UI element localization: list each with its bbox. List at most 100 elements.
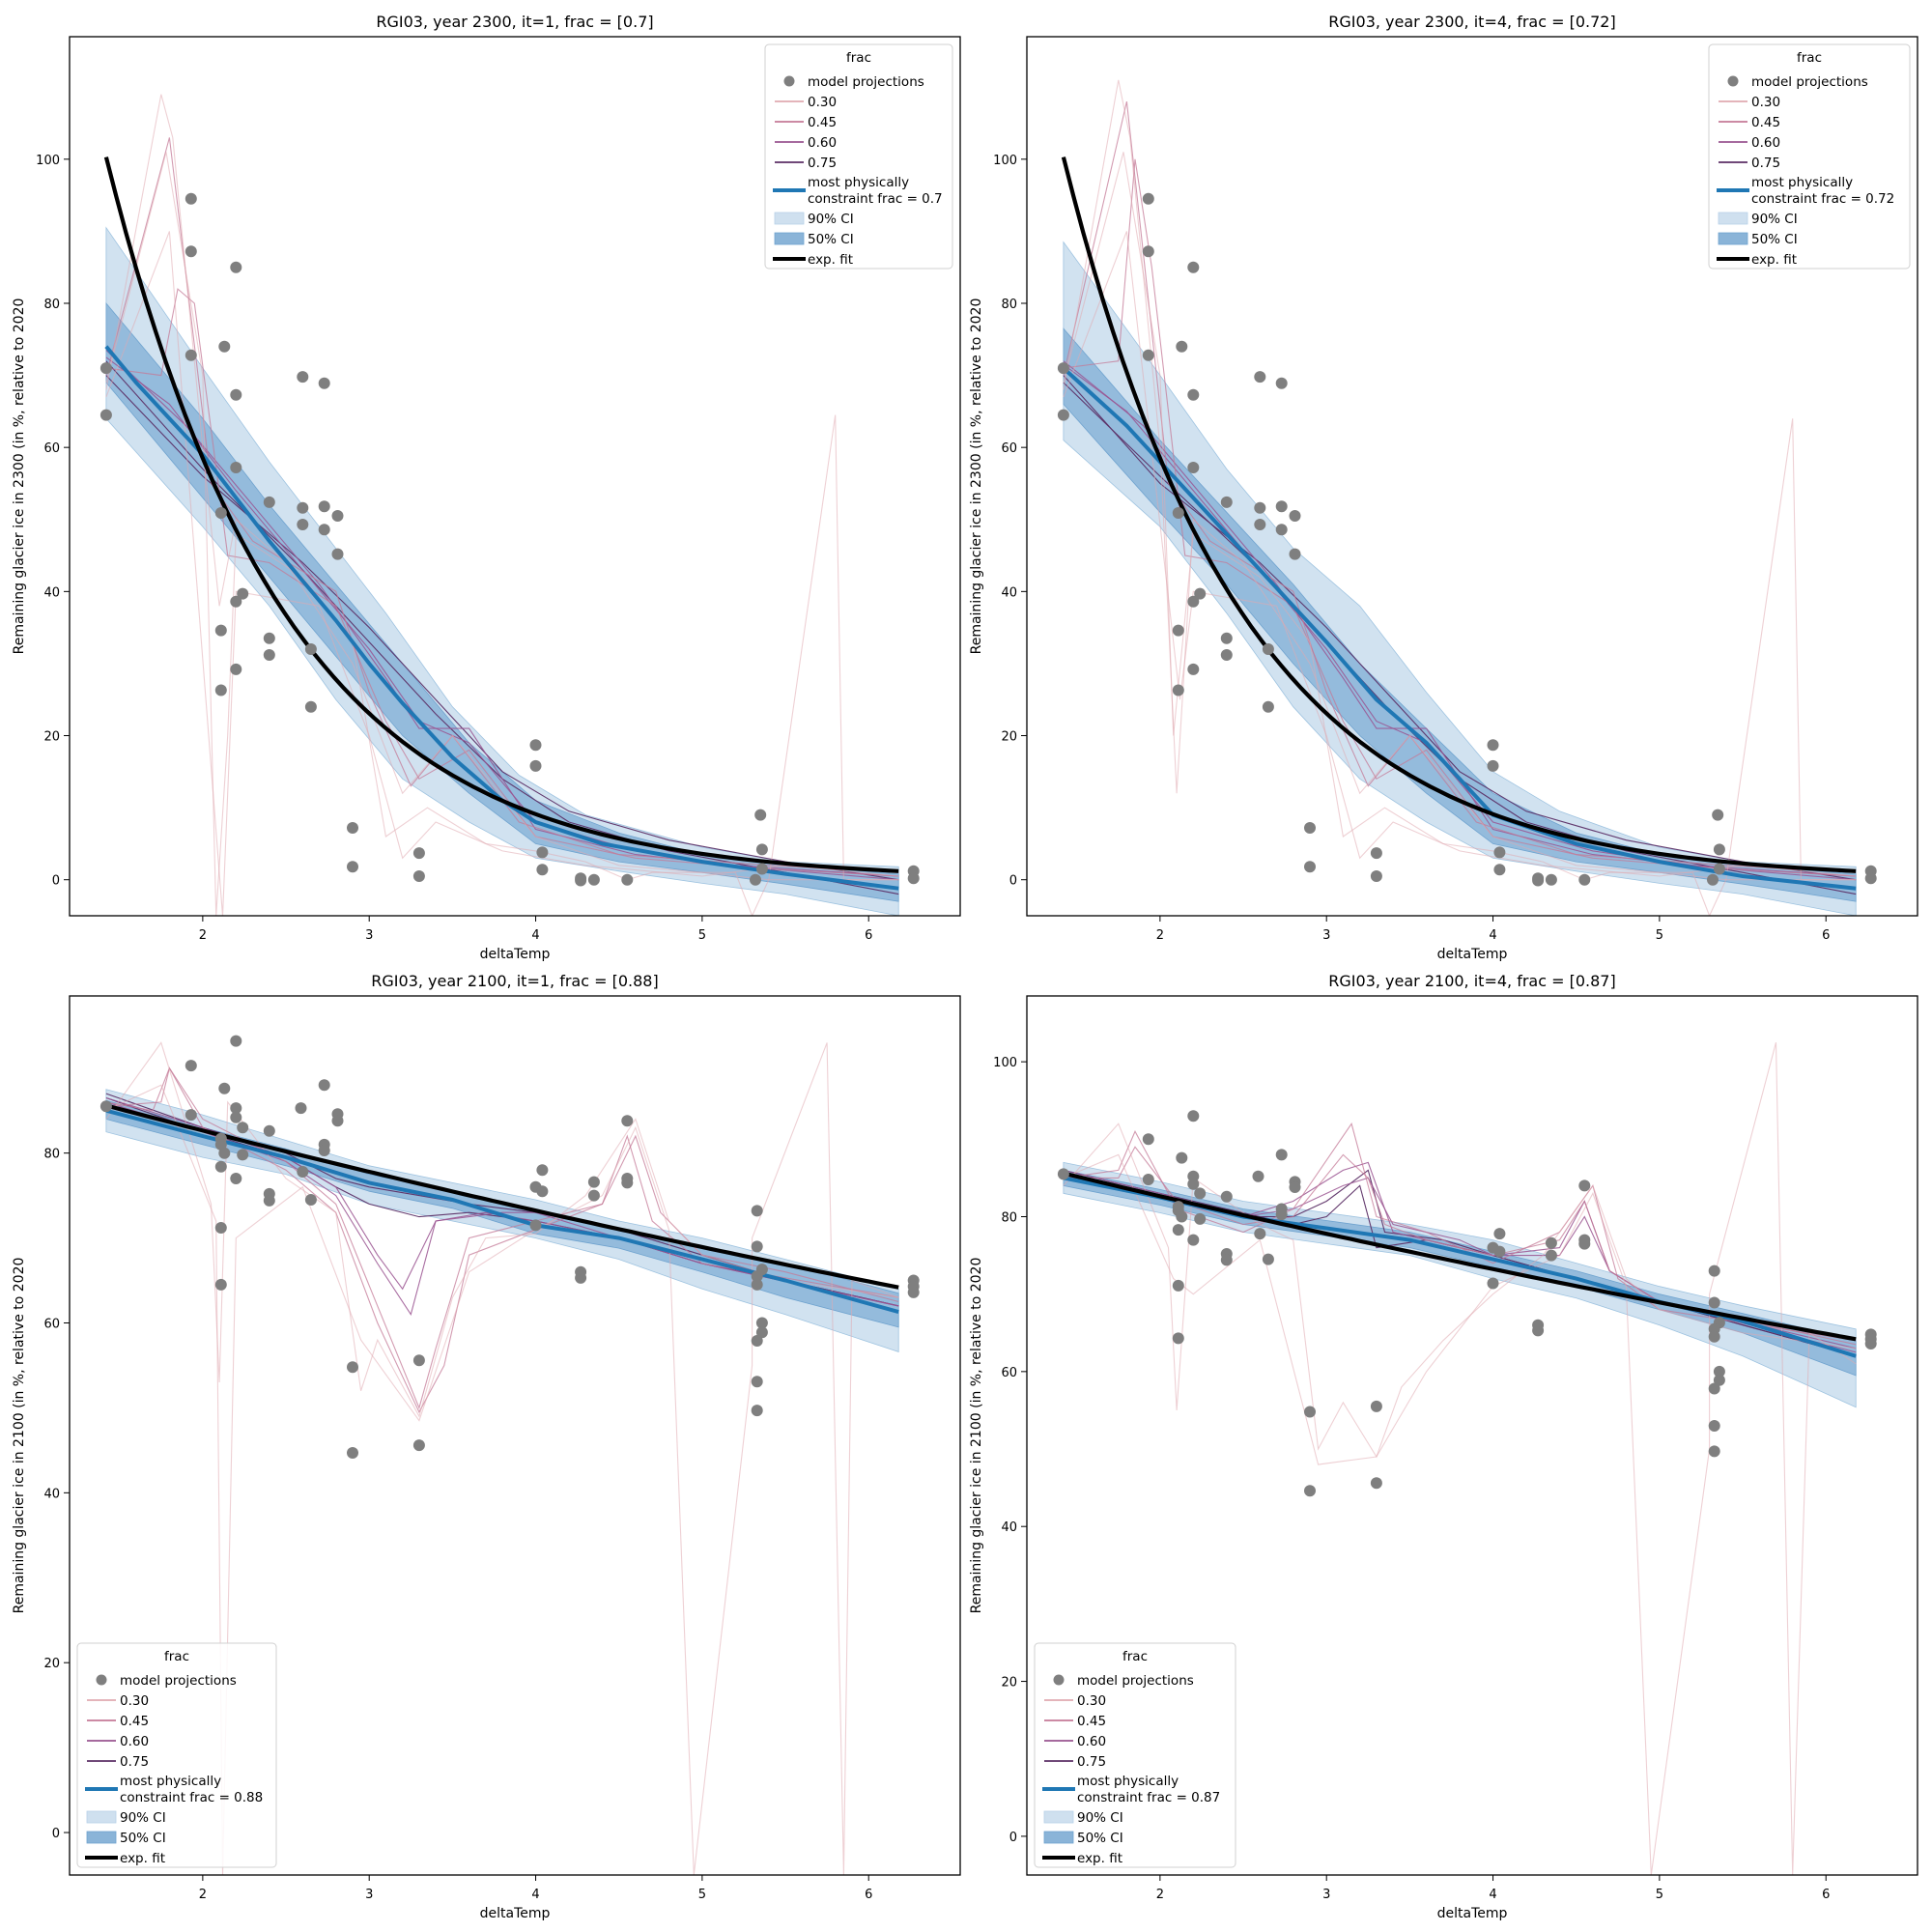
model-projection-point: [230, 595, 242, 608]
legend: frac model projections 0.30 0.45 0.60 0.75 mos…: [1034, 1642, 1236, 1868]
legend-ci50-icon: [774, 232, 805, 245]
x-tick-label: 6: [865, 1888, 872, 1902]
chart-title: RGI03, year 2300, it=4, frac = [0.72]: [1328, 13, 1615, 31]
model-projection-point: [318, 524, 330, 536]
model-projection-point: [1864, 1338, 1877, 1350]
x-tick-label: 6: [1822, 928, 1830, 943]
model-projection-point: [754, 809, 767, 821]
frac-line-030: [1063, 79, 1857, 881]
chart-title: RGI03, year 2100, it=1, frac = [0.88]: [371, 972, 658, 990]
model-projection-point: [1254, 371, 1266, 384]
model-projection-point: [230, 1111, 242, 1123]
y-tick-label: 60: [43, 1318, 60, 1332]
ci50-band: [105, 301, 899, 902]
model-projection-point: [755, 843, 768, 856]
legend: frac model projections 0.30 0.45 0.60 0.75 mos…: [1708, 43, 1911, 270]
model-projection-point: [99, 409, 112, 421]
x-tick-label: 6: [1822, 1888, 1830, 1902]
x-tick-label: 5: [1656, 1888, 1663, 1902]
legend-point-icon: [1727, 75, 1739, 87]
model-projection-point: [755, 1317, 768, 1329]
legend-label-best-1: most physically: [120, 1774, 221, 1789]
frac-line-045: [1063, 1146, 1857, 1346]
model-projection-point: [1578, 1179, 1591, 1192]
best-constraint-line: [105, 1108, 899, 1315]
legend-title: frac: [1797, 50, 1822, 66]
model-projection-point: [230, 1035, 242, 1047]
legend-ci50-icon: [1718, 232, 1748, 245]
frac-line-030: [105, 231, 899, 916]
x-tick-label: 5: [1656, 928, 1663, 943]
plot-area: [99, 94, 920, 916]
y-tick-label: 80: [43, 298, 60, 312]
frac-line-030: [1063, 1122, 1857, 1459]
model-projection-point: [907, 1286, 920, 1298]
model-projection-point: [1187, 595, 1200, 608]
model-projection-point: [751, 1240, 763, 1253]
model-projection-point: [185, 349, 197, 361]
model-projection-point: [1172, 624, 1184, 637]
model-projection-point: [218, 1082, 231, 1094]
y-tick-label: 0: [1009, 874, 1017, 889]
model-projection-point: [751, 1205, 763, 1217]
legend-label-ci50: 50% CI: [808, 232, 854, 247]
model-projection-point: [1289, 1181, 1301, 1193]
x-tick-label: 5: [698, 1888, 706, 1902]
model-projection-point: [295, 1102, 307, 1115]
frac-line-045: [105, 1066, 899, 1414]
model-projection-point: [1194, 587, 1207, 600]
x-tick-label: 3: [365, 1888, 373, 1902]
model-projection-point: [263, 1124, 275, 1137]
y-tick-label: 80: [1001, 298, 1017, 312]
legend-ci50-icon: [86, 1831, 117, 1844]
legend-point-icon: [96, 1674, 107, 1686]
x-tick-label: 3: [1322, 1888, 1330, 1902]
y-tick-label: 40: [43, 1487, 60, 1501]
model-projection-point: [1493, 1228, 1506, 1240]
legend-label-frac: 0.60: [1077, 1734, 1106, 1749]
model-projection-point: [331, 1115, 344, 1127]
legend-label-frac: 0.60: [1751, 135, 1780, 151]
legend-label-fit: exp. fit: [1077, 1851, 1122, 1866]
model-projection-point: [536, 864, 549, 876]
frac-line-045: [1063, 1122, 1857, 1342]
model-projection-point: [1057, 409, 1069, 421]
model-projection-point: [263, 632, 275, 644]
legend-label-best-1: most physically: [808, 175, 909, 190]
model-projection-point: [529, 1219, 542, 1232]
legend-label-points: model projections: [120, 1673, 237, 1689]
legend-label-frac: 0.60: [120, 1734, 149, 1749]
model-projection-point: [331, 510, 344, 522]
best-constraint-line: [1062, 366, 1857, 891]
model-projection-point: [536, 846, 549, 859]
model-projection-point: [1172, 507, 1184, 519]
y-tick-label: 20: [1001, 730, 1017, 745]
legend-label-frac: 0.45: [1751, 115, 1780, 130]
model-projection-point: [1142, 1174, 1154, 1185]
model-projection-point: [1275, 377, 1288, 389]
y-axis-label: Remaining glacier ice in 2300 (in %, rel…: [12, 298, 27, 655]
y-tick-label: 100: [36, 154, 60, 168]
model-projection-point: [412, 870, 425, 882]
model-projection-point: [1487, 1277, 1499, 1290]
x-tick-label: 6: [865, 928, 872, 943]
model-projection-point: [1187, 1234, 1200, 1246]
model-projection-point: [1262, 643, 1274, 655]
model-projection-point: [1254, 519, 1266, 530]
y-tick-label: 0: [52, 874, 60, 889]
model-projection-point: [99, 1100, 112, 1113]
legend-label-ci90: 90% CI: [1077, 1810, 1123, 1826]
legend-label-frac: 0.30: [1751, 95, 1780, 110]
legend-box: [1034, 1642, 1236, 1868]
frac-line-045: [105, 1066, 899, 1410]
model-projection-point: [1708, 1264, 1720, 1277]
model-projection-point: [529, 759, 542, 772]
model-projection-point: [331, 548, 344, 560]
model-projection-point: [1142, 1133, 1154, 1146]
model-projection-point: [230, 388, 242, 401]
frac-line-030: [105, 1041, 899, 1418]
legend-point-icon: [1053, 1674, 1065, 1686]
model-projection-point: [1142, 192, 1154, 205]
